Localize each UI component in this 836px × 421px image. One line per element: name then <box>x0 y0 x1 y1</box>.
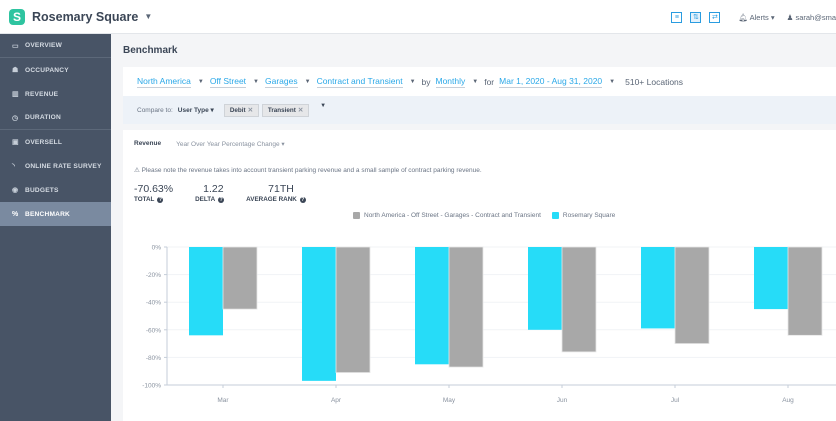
y-tick-label: -20% <box>146 272 161 279</box>
main-content: Benchmark North America ▼ Off Street ▼ Gar… <box>111 34 836 421</box>
chart-card: Revenue Year Over Year Percentage Change… <box>123 130 836 421</box>
page-title: Benchmark <box>123 45 178 56</box>
chart-legend: North America - Off Street - Garages - C… <box>353 212 615 219</box>
legend-swatch-benchmark[interactable] <box>353 212 360 219</box>
sidebar-item-oversell[interactable]: ▣ OVERSELL <box>12 138 63 147</box>
sidebar: ▭ OVERVIEW ☗ OCCUPANCY ▥ REVENUE ◷ DURATION … <box>0 34 111 421</box>
stat-total: -70.63% TOTAL? <box>134 183 174 203</box>
user-menu[interactable]: ♟ sarah@sma <box>786 12 836 22</box>
y-tick-label: -40% <box>146 300 161 307</box>
users-icon: ☗ <box>12 67 19 74</box>
bar-benchmark <box>335 246 371 373</box>
help-icon[interactable]: ? <box>218 197 225 203</box>
app-logo-icon: S <box>9 8 25 25</box>
y-tick-label: -80% <box>146 355 161 362</box>
bar-benchmark <box>787 246 823 336</box>
filter-bar: North America ▼ Off Street ▼ Garages ▼ Cont… <box>123 67 836 96</box>
facility-filter[interactable]: Off Street <box>209 75 247 88</box>
bar-chart-icon: ▥ <box>12 91 19 98</box>
help-icon[interactable]: ? <box>299 197 306 203</box>
structure-filter[interactable]: Garages <box>265 75 298 88</box>
revenue-note: ⚠ Please note the revenue takes into acc… <box>134 167 482 174</box>
y-tick-label: 0% <box>152 245 162 252</box>
date-range-filter[interactable]: Mar 1, 2020 - Aug 31, 2020 <box>499 75 603 88</box>
warning-icon: ⚠ <box>134 167 142 174</box>
y-tick-label: -60% <box>146 327 161 334</box>
bar-benchmark <box>674 246 710 344</box>
chevron-down-icon[interactable]: ▼ <box>472 78 479 85</box>
chevron-down-icon[interactable]: ▼ <box>197 78 204 85</box>
sidebar-item-overview[interactable]: ▭ OVERVIEW <box>0 34 111 58</box>
x-tick-label: Jun <box>557 397 568 404</box>
legend-label-rosemary[interactable]: Rosemary Square <box>562 212 616 219</box>
compare-icon[interactable]: ⇅ <box>690 11 702 23</box>
location-switcher[interactable]: Rosemary Square <box>32 9 139 24</box>
chevron-down-icon[interactable]: ▼ <box>409 78 416 85</box>
percent-icon: % <box>12 210 19 218</box>
top-bar: S Rosemary Square ▼ ≡ ⇅ ⇄ 🔔︎ Alerts ▾ ♟ … <box>0 0 836 34</box>
revenue-bar-chart: 0% -20% -40% -60% -80% -100% Mar Apr May Jun Jul Au… <box>142 245 836 404</box>
chevron-down-icon[interactable]: ▼ <box>320 103 327 109</box>
bell-icon: 🔔︎ <box>738 12 750 22</box>
legend-label-benchmark[interactable]: North America - Off Street - Garages - C… <box>364 212 541 219</box>
refresh-icon[interactable]: ⇄ <box>709 11 721 23</box>
user-icon: ♟ <box>786 12 796 22</box>
close-icon[interactable]: ✕ <box>297 106 304 114</box>
stat-average-rank: 71TH AVERAGE RANK? <box>246 183 306 203</box>
bar-benchmark <box>448 246 484 368</box>
compare-label: Compare to: <box>137 106 173 114</box>
bar-rosemary-square <box>641 247 675 329</box>
x-tick-label: Mar <box>217 397 229 404</box>
budget-icon: ◉ <box>12 187 19 194</box>
bar-benchmark <box>561 246 597 353</box>
tab-revenue[interactable]: Revenue <box>134 140 162 147</box>
x-tick-label: May <box>443 397 456 404</box>
compare-tag-transient: Transient ✕ <box>261 103 310 117</box>
chevron-down-icon[interactable]: ▼ <box>304 78 311 85</box>
chevron-down-icon[interactable]: ▼ <box>609 78 616 85</box>
y-tick-label: -100% <box>142 383 161 390</box>
x-tick-label: Jul <box>671 397 680 404</box>
sidebar-item-benchmark[interactable]: % BENCHMARK <box>0 202 111 226</box>
alerts-menu[interactable]: 🔔︎ Alerts ▾ <box>738 12 775 22</box>
x-tick-label: Apr <box>331 397 342 404</box>
sidebar-item-duration[interactable]: ◷ DURATION <box>0 106 111 130</box>
help-icon[interactable]: ? <box>157 197 164 203</box>
bar-benchmark <box>222 246 258 310</box>
stat-delta: 1.22 DELTA? <box>195 183 225 203</box>
compare-bar: Compare to: User Type ▾ Debit ✕ Transient… <box>123 96 836 124</box>
compare-tag-debit: Debit ✕ <box>223 103 259 117</box>
chevron-down-icon[interactable]: ▼ <box>253 78 259 85</box>
metric-select[interactable]: Year Over Year Percentage Change ▾ <box>176 141 285 148</box>
rss-icon: ◝ <box>12 163 15 170</box>
legend-swatch-rosemary[interactable] <box>551 212 559 219</box>
compare-dimension-select[interactable]: User Type ▾ <box>177 107 214 114</box>
bar-rosemary-square <box>415 247 449 365</box>
bar-rosemary-square <box>189 247 223 336</box>
clock-icon: ◷ <box>12 114 19 122</box>
by-label: by <box>421 76 431 87</box>
region-filter[interactable]: North America <box>137 75 191 88</box>
sidebar-item-revenue[interactable]: ▥ REVENUE <box>12 90 59 99</box>
chevron-down-icon[interactable]: ▼ <box>144 12 153 21</box>
for-label: for <box>484 76 495 87</box>
bar-rosemary-square <box>754 247 788 310</box>
interval-filter[interactable]: Monthly <box>435 75 466 88</box>
sidebar-item-budgets[interactable]: ◉ BUDGETS <box>12 186 59 195</box>
bar-rosemary-square <box>528 247 562 330</box>
ticket-icon: ▣ <box>12 139 19 146</box>
sidebar-item-online-rate-survey[interactable]: ◝ ONLINE RATE SURVEY <box>12 162 102 171</box>
bar-rosemary-square <box>302 247 336 381</box>
x-tick-label: Aug <box>782 397 794 404</box>
close-icon[interactable]: ✕ <box>247 106 253 114</box>
contract-filter[interactable]: Contract and Transient <box>316 75 403 88</box>
list-view-icon[interactable]: ≡ <box>671 11 683 23</box>
monitor-icon: ▭ <box>12 42 19 50</box>
sidebar-item-occupancy[interactable]: ☗ OCCUPANCY <box>12 66 69 75</box>
locations-count: 510+ Locations <box>625 76 684 87</box>
